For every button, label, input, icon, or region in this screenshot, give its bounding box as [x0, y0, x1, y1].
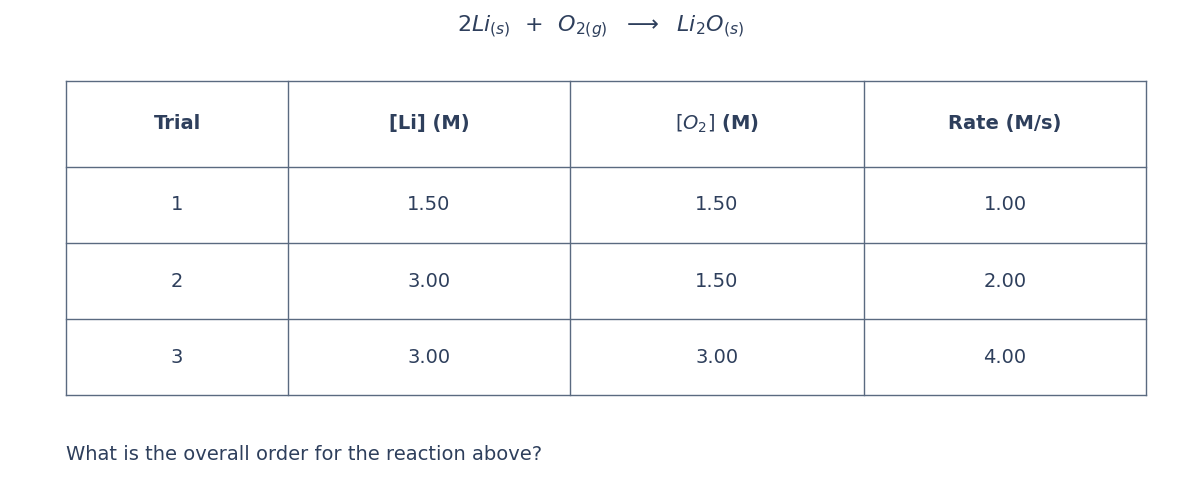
Text: Rate (M/s): Rate (M/s) — [948, 114, 1062, 134]
Text: [Li] (M): [Li] (M) — [389, 114, 469, 134]
Text: 3.00: 3.00 — [696, 348, 738, 367]
Text: 1.00: 1.00 — [984, 195, 1026, 215]
Text: 1: 1 — [170, 195, 184, 215]
Text: $\mathit{2Li}_{(s)}$  $\mathit{+}$  $\mathit{O}_{2(g)}$  $\longrightarrow$  $\ma: $\mathit{2Li}_{(s)}$ $\mathit{+}$ $\math… — [456, 14, 744, 40]
Text: 1.50: 1.50 — [695, 195, 739, 215]
Text: What is the overall order for the reaction above?: What is the overall order for the reacti… — [66, 445, 542, 464]
Text: 3.00: 3.00 — [408, 272, 450, 291]
Text: 3: 3 — [170, 348, 184, 367]
Text: 3.00: 3.00 — [408, 348, 450, 367]
Text: 1.50: 1.50 — [695, 272, 739, 291]
Text: Trial: Trial — [154, 114, 200, 134]
Text: 2.00: 2.00 — [984, 272, 1026, 291]
Text: 4.00: 4.00 — [984, 348, 1026, 367]
Text: $[O_2]$ (M): $[O_2]$ (M) — [674, 113, 760, 135]
Text: 1.50: 1.50 — [407, 195, 451, 215]
Text: 2: 2 — [170, 272, 184, 291]
